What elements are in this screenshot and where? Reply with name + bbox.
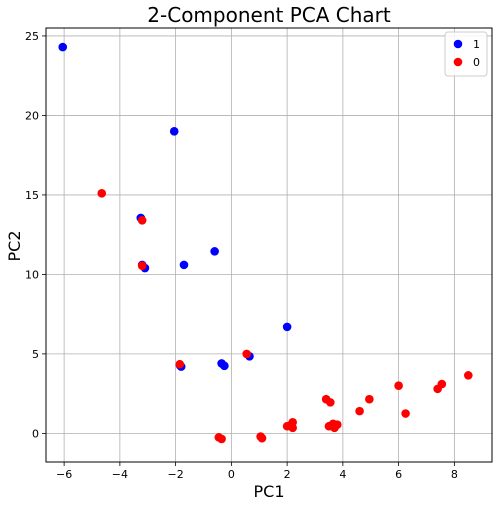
legend-label: 1 [473,38,480,51]
x-tick-label: −2 [168,468,184,481]
chart-title: 2-Component PCA Chart [147,3,391,27]
data-point-series-0 [175,359,185,369]
data-point-series-0 [401,409,410,418]
x-tick-label: 6 [395,468,402,481]
grid-lines [46,28,492,462]
plot-frame [45,27,493,463]
data-point-series-0 [355,406,364,416]
y-tick-label: 20 [25,109,39,122]
data-point-series-0 [217,434,226,444]
data-point-series-0 [242,349,251,359]
data-point-series-0 [365,394,374,404]
data-point-series-0 [137,261,147,270]
data-point-series-1 [58,42,68,52]
legend-marker [453,57,463,67]
data-point-series-1 [220,361,229,371]
data-point-series-0 [332,420,342,429]
y-tick-label: 25 [25,30,39,43]
data-point-series-1 [169,127,179,136]
x-tick-label: 2 [284,468,291,481]
data-point-series-0 [257,433,267,443]
y-tick-label: 0 [32,427,39,440]
data-point-series-0 [464,371,473,380]
y-tick-label: 15 [25,189,39,202]
x-tick-label: −4 [112,468,128,481]
data-point-series-0 [437,379,447,389]
data-point-series-0 [326,398,335,407]
x-tick-label: 4 [339,468,346,481]
y-tick-label: 5 [32,348,39,361]
data-point-series-0 [288,423,297,433]
data-point-series-0 [97,189,107,198]
x-axis-ticks: −6 −4 −2 0 2 4 6 8 [56,462,458,481]
data-point-series-1 [282,322,292,332]
data-points [58,42,473,444]
data-point-series-1 [179,260,189,270]
data-point-series-0 [394,381,403,390]
x-tick-label: 0 [228,468,235,481]
y-axis-ticks: 0 5 10 15 20 25 [25,30,46,440]
legend-marker [453,39,463,49]
x-tick-label: −6 [56,468,72,481]
y-tick-label: 10 [25,268,39,281]
x-tick-label: 8 [451,468,458,481]
y-axis-label: PC2 [5,231,24,262]
data-point-series-0 [137,216,147,225]
legend-label: 0 [473,56,480,69]
legend-box [444,31,488,77]
x-axis-label: PC1 [254,482,285,501]
legend: 10 [444,31,488,77]
data-point-series-1 [210,247,219,256]
